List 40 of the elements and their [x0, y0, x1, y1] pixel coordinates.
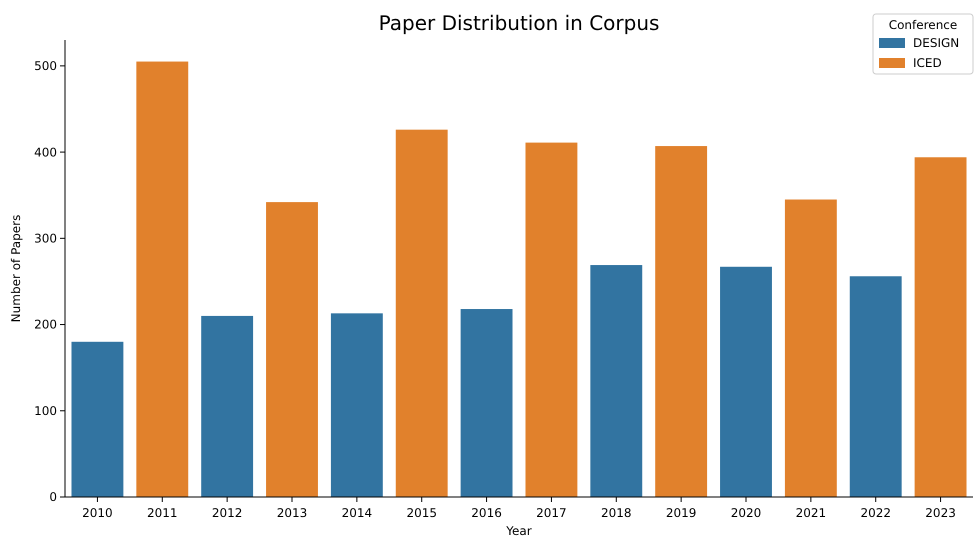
- x-tick-label: 2021: [796, 506, 826, 520]
- y-tick-label: 100: [34, 404, 57, 418]
- x-axis-title: Year: [505, 524, 532, 538]
- y-axis-title: Number of Papers: [9, 214, 23, 322]
- bar: [266, 202, 318, 497]
- x-tick-label: 2013: [276, 506, 308, 520]
- x-tick-label: 2022: [860, 506, 891, 520]
- bar: [720, 266, 772, 497]
- x-tick-label: 2019: [666, 506, 696, 520]
- y-tick-label: 200: [34, 318, 57, 332]
- bar: [914, 157, 967, 497]
- x-tick-label: 2011: [147, 506, 178, 520]
- legend-label: DESIGN: [913, 36, 960, 50]
- x-tick-label: 2023: [925, 506, 956, 520]
- bar: [590, 265, 642, 497]
- y-tick-label: 500: [34, 59, 57, 74]
- y-tick-label: 400: [34, 145, 57, 160]
- bar: [655, 146, 708, 497]
- bar: [201, 316, 254, 497]
- x-tick-label: 2014: [342, 506, 372, 520]
- x-tick-label: 2010: [82, 506, 113, 520]
- legend-label: ICED: [913, 56, 942, 70]
- x-tick-label: 2017: [536, 506, 567, 520]
- x-tick-label: 2016: [471, 506, 502, 520]
- bar: [396, 130, 448, 497]
- bar: [136, 62, 188, 497]
- y-tick-label: 0: [49, 490, 57, 504]
- bar: [460, 309, 513, 497]
- bar: [784, 200, 837, 497]
- bar: [330, 313, 383, 497]
- x-tick-label: 2018: [601, 506, 632, 520]
- bar: [525, 142, 578, 497]
- chart-title: Paper Distribution in Corpus: [378, 11, 660, 35]
- bar: [850, 276, 902, 497]
- legend-title: Conference: [888, 18, 958, 32]
- x-tick-label: 2020: [730, 506, 762, 520]
- x-tick-label: 2012: [212, 506, 242, 520]
- bar: [71, 342, 124, 497]
- y-tick-label: 300: [34, 232, 57, 246]
- x-tick-label: 2015: [406, 506, 437, 520]
